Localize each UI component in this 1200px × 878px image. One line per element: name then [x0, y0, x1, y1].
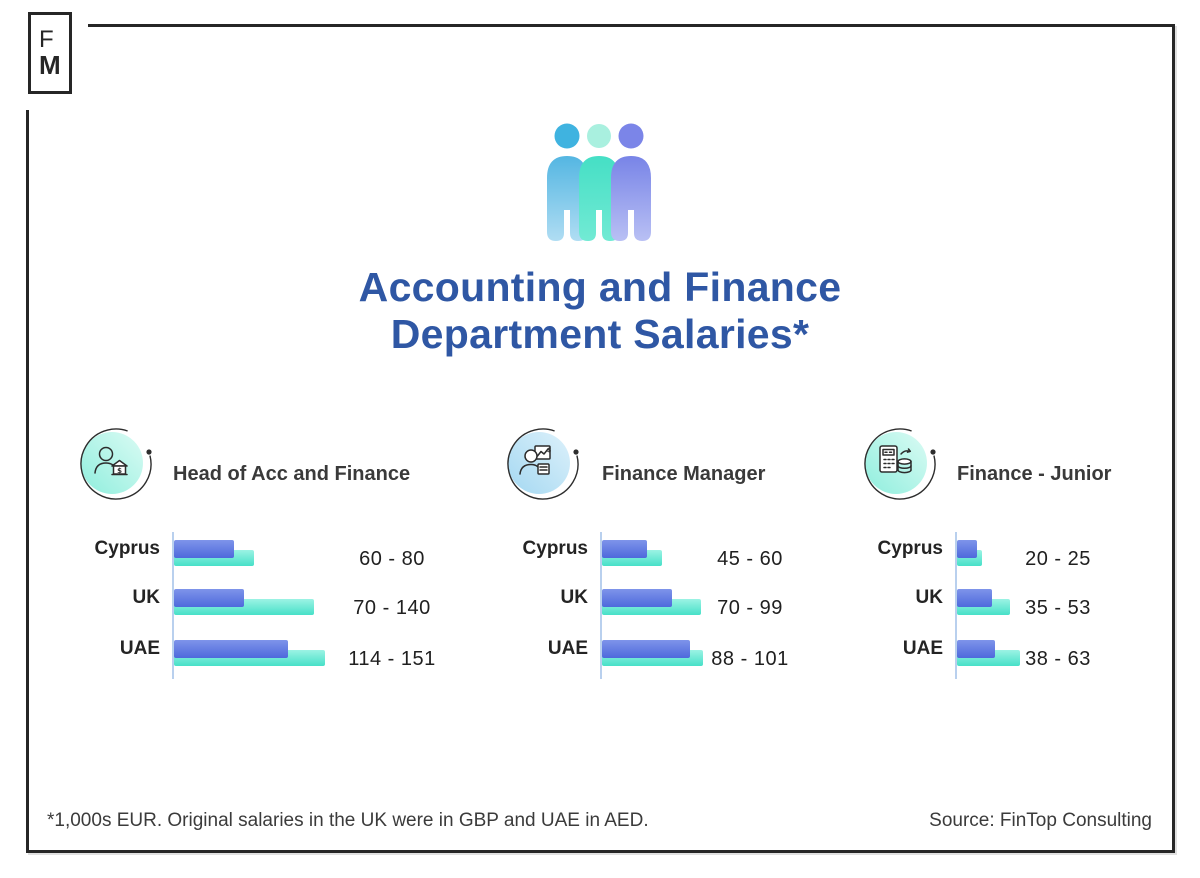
country-label: UAE: [902, 638, 943, 659]
bar-salary-min: [602, 640, 690, 658]
bar-salary-min: [174, 540, 234, 558]
bar-salary-min: [957, 589, 992, 607]
salary-range-label: 70 - 140: [353, 597, 431, 619]
salary-range-label: 60 - 80: [359, 548, 425, 570]
bar-salary-min: [174, 640, 288, 658]
country-label: Cyprus: [94, 538, 160, 559]
border-frame: [26, 24, 1175, 853]
bar-chart-head-of-acc: Cyprus 60 - 80 UK 70 - 140 UAE 114 - 151: [60, 425, 490, 705]
footnote: *1,000s EUR. Original salaries in the UK…: [47, 810, 649, 831]
group-finance-manager: $ Finance Manager Cyprus 45 - 60 UK 70 - 99…: [495, 425, 830, 705]
salary-range-label: 70 - 99: [717, 597, 783, 619]
country-label: Cyprus: [522, 538, 588, 559]
group-finance-junior: Finance - Junior Cyprus 20 - 25 UK 35 - 53 U…: [845, 425, 1190, 705]
person-chart-calculator-icon: $: [507, 428, 579, 500]
bar-chart-finance-junior: Cyprus 20 - 25 UK 35 - 53 UAE 38 - 63: [845, 425, 1190, 705]
group-head-of-acc-and-finance: $ Head of Acc and Finance Cyprus 60 - 80 U…: [60, 425, 490, 705]
bar-salary-min: [957, 540, 977, 558]
salary-range-label: 35 - 53: [1025, 597, 1091, 619]
country-label: UK: [132, 587, 160, 608]
bar-chart-finance-manager: Cyprus 45 - 60 UK 70 - 99 UAE 88 - 101: [495, 425, 830, 705]
fm-logo: F M: [28, 12, 72, 94]
title-line-2: Department Salaries*: [390, 311, 810, 357]
logo-letter-m: M: [39, 50, 61, 80]
salary-range-label: 114 - 151: [348, 648, 436, 670]
bar-salary-min: [957, 640, 995, 658]
bar-salary-min: [174, 589, 244, 607]
group-title: Head of Acc and Finance: [173, 463, 411, 485]
country-label: UK: [560, 587, 588, 608]
bar-salary-min: [602, 540, 647, 558]
salary-range-label: 20 - 25: [1025, 548, 1091, 570]
country-label: UAE: [119, 638, 160, 659]
country-label: UAE: [547, 638, 588, 659]
svg-text:$: $: [117, 467, 122, 475]
salary-range-label: 38 - 63: [1025, 648, 1091, 670]
salary-range-label: 45 - 60: [717, 548, 783, 570]
salary-range-label: 88 - 101: [711, 648, 789, 670]
person-bank-icon: $: [80, 428, 152, 500]
title-line-1: Accounting and Finance: [358, 264, 842, 310]
group-title: Finance - Junior: [957, 463, 1112, 485]
svg-text:$: $: [547, 446, 552, 454]
axis-line: [600, 532, 602, 679]
country-label: UK: [915, 587, 943, 608]
calculator-coins-icon: [864, 428, 936, 500]
logo-letter-f: F: [39, 26, 54, 53]
page-title: Accounting and Finance Department Salari…: [0, 264, 1200, 358]
group-title: Finance Manager: [602, 463, 766, 485]
source-credit: Source: FinTop Consulting: [929, 810, 1152, 831]
people-icon: [547, 123, 651, 241]
axis-line: [172, 532, 174, 679]
axis-line: [955, 532, 957, 679]
bar-salary-min: [602, 589, 672, 607]
country-label: Cyprus: [877, 538, 943, 559]
